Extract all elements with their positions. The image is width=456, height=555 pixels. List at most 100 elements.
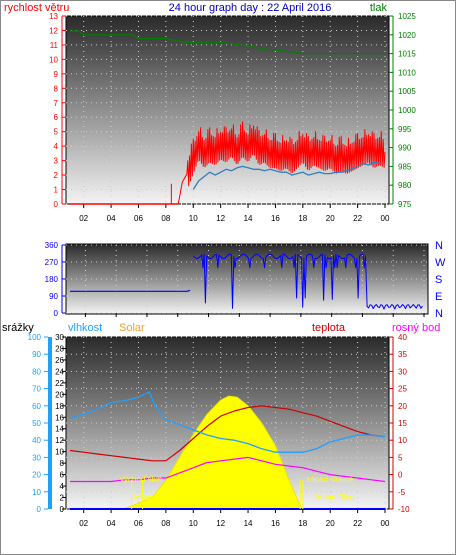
x-tick-label: 08 xyxy=(161,214,170,223)
wind-panel xyxy=(65,15,390,205)
sunrise-annotation: východ slun xyxy=(120,475,162,484)
right-tick-label: 1005 xyxy=(398,87,416,96)
left-tick-label: 10 xyxy=(49,55,58,64)
temperature-tick-label: 20 xyxy=(398,402,407,411)
direction-line xyxy=(192,253,423,310)
compass-label: N xyxy=(435,308,443,320)
climate-panel-series xyxy=(69,391,386,510)
right-tick-label: 995 xyxy=(398,125,412,134)
humidity-tick-label: 20 xyxy=(55,390,64,399)
humidity-tick-label: 26 xyxy=(55,356,64,365)
left-tick-label: 13 xyxy=(49,12,58,21)
x-tick-label: 16 xyxy=(271,519,280,528)
x-tick-label: 14 xyxy=(244,214,253,223)
legend-temperature: teplota xyxy=(312,322,346,334)
x-tick-label: 04 xyxy=(107,519,116,528)
rain-tick-label: 80 xyxy=(32,367,41,376)
x-tick-label: 12 xyxy=(216,519,225,528)
right-tick-label: 1015 xyxy=(398,50,416,59)
direction-panel-grid xyxy=(66,244,428,314)
x-tick-label: 04 xyxy=(107,214,116,223)
x-tick-label: 18 xyxy=(298,519,307,528)
chart-title: 24 hour graph day : 22 April 2016 xyxy=(169,2,332,14)
humidity-tick-label: 28 xyxy=(55,344,64,353)
rain-tick-label: 40 xyxy=(32,436,41,445)
humidity-tick-label: 16 xyxy=(55,413,64,422)
left-tick-label: 1 xyxy=(54,186,59,195)
wind-panel-series xyxy=(70,30,386,205)
x-tick-label: 22 xyxy=(353,519,362,528)
compass-label: S xyxy=(435,274,442,286)
right-tick-label: 1025 xyxy=(398,12,416,21)
x-tick-label: 06 xyxy=(134,214,143,223)
x-tick-label: 18 xyxy=(298,214,307,223)
temperature-tick-label: 5 xyxy=(398,453,403,462)
temperature-tick-label: 25 xyxy=(398,385,407,394)
moonset-annotation: Moon Set xyxy=(134,493,169,502)
rain-tick-label: 90 xyxy=(32,350,41,359)
left-tick-label: 8 xyxy=(54,84,59,93)
humidity-tick-label: 22 xyxy=(55,379,64,388)
climate-panel-ticks: 02 04 06 08 10 12 14 16 18 20 22 000102030405060708… xyxy=(28,333,410,528)
x-tick-label: 20 xyxy=(326,214,335,223)
wind-speed-label: rychlost větru xyxy=(4,2,69,14)
compass-label: E xyxy=(435,291,442,303)
right-tick-label: 1010 xyxy=(398,68,416,77)
pressure-label: tlak xyxy=(370,2,388,14)
humidity-tick-label: 0 xyxy=(60,505,65,514)
moonrise-annotation: Moon Rise xyxy=(316,493,355,502)
humidity-tick-label: 4 xyxy=(60,482,65,491)
x-tick-label: 14 xyxy=(244,519,253,528)
left-tick-label: 6 xyxy=(54,113,59,122)
direction-flat-line xyxy=(70,289,191,292)
temperature-tick-label: 0 xyxy=(398,471,403,480)
x-tick-label: 16 xyxy=(271,214,280,223)
x-tick-label: 12 xyxy=(216,214,225,223)
x-tick-label: 20 xyxy=(326,519,335,528)
left-tick-label: 3 xyxy=(54,157,59,166)
legend-humidity: vlhkost xyxy=(68,322,102,334)
x-tick-label: 10 xyxy=(189,519,198,528)
left-tick-label: 0 xyxy=(54,309,59,318)
left-tick-label: 9 xyxy=(54,70,59,79)
solar-area xyxy=(123,395,303,510)
wind-average-line xyxy=(192,161,385,190)
left-tick-label: 4 xyxy=(54,142,59,151)
left-tick-label: 5 xyxy=(54,128,59,137)
temperature-tick-label: -5 xyxy=(398,488,406,497)
temperature-tick-label: 40 xyxy=(398,333,407,342)
right-tick-label: 1000 xyxy=(398,106,416,115)
left-tick-label: 360 xyxy=(45,241,59,250)
left-tick-label: 12 xyxy=(49,26,58,35)
temperature-tick-label: 10 xyxy=(398,436,407,445)
temperature-tick-label: -10 xyxy=(398,505,410,514)
humidity-tick-label: 8 xyxy=(60,459,65,468)
humidity-tick-label: 18 xyxy=(55,402,64,411)
direction-panel-series xyxy=(70,253,423,310)
pressure-line xyxy=(70,30,385,55)
temperature-tick-label: 35 xyxy=(398,350,407,359)
temperature-tick-label: 15 xyxy=(398,419,407,428)
rain-tick-label: 0 xyxy=(37,505,42,514)
rain-tick-label: 60 xyxy=(32,402,41,411)
x-tick-label: 10 xyxy=(189,214,198,223)
left-tick-label: 180 xyxy=(45,275,59,284)
wind-gust-line xyxy=(177,121,386,205)
right-tick-label: 975 xyxy=(398,200,412,209)
legend-rain: srážky xyxy=(2,322,34,334)
wind-panel-ticks: 02 04 06 08 10 12 14 16 18 20 22 000123456789101112… xyxy=(49,12,416,223)
right-tick-label: 990 xyxy=(398,144,412,153)
humidity-line xyxy=(69,391,386,453)
humidity-tick-label: 6 xyxy=(60,471,65,480)
x-tick-label: 22 xyxy=(353,214,362,223)
compass-label: N xyxy=(435,240,443,252)
x-tick-label: 00 xyxy=(381,519,390,528)
x-tick-label: 06 xyxy=(134,519,143,528)
humidity-tick-label: 2 xyxy=(60,494,65,503)
x-tick-label: 00 xyxy=(381,214,390,223)
humidity-tick-label: 14 xyxy=(55,425,64,434)
sunset-annotation: západ slunce xyxy=(306,475,354,484)
rain-axis-bar xyxy=(48,337,52,509)
